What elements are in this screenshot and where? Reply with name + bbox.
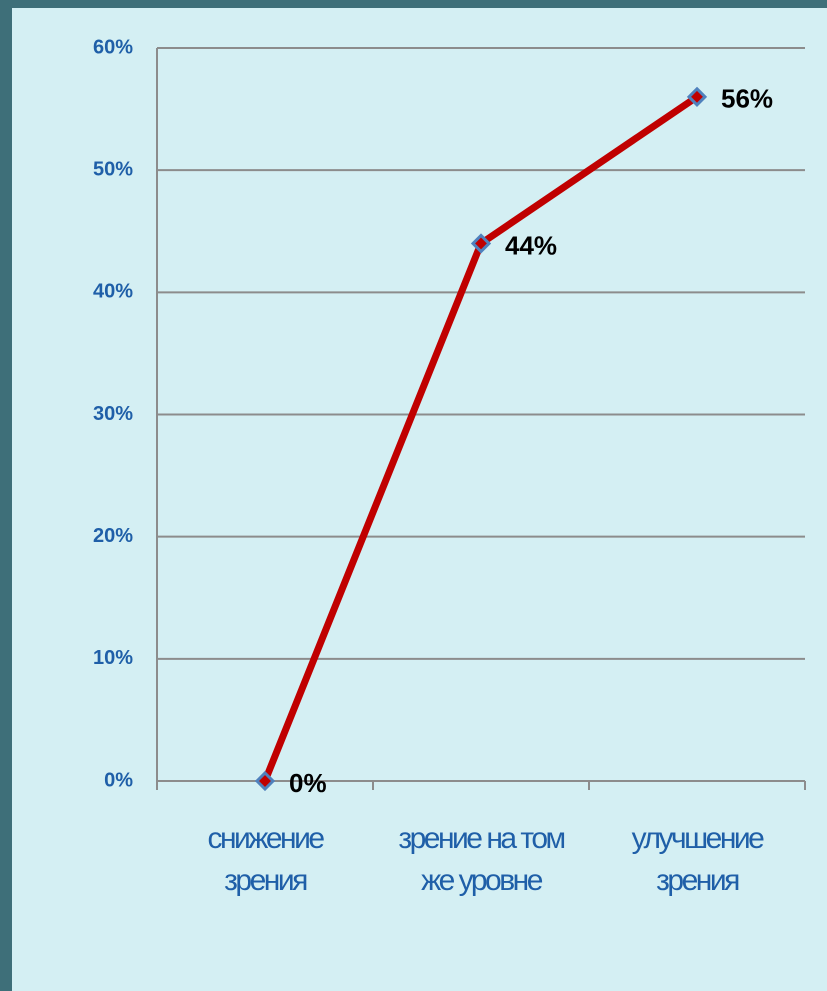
y-tick-label: 40% <box>93 281 133 303</box>
marker <box>686 86 708 107</box>
marker <box>470 233 492 254</box>
marker <box>254 770 276 792</box>
x-tick-label: зрение на том же уровне <box>398 822 566 897</box>
x-tick-label: улучшение зрения <box>631 822 765 897</box>
data-label: 44% <box>505 230 557 260</box>
x-tick-label: снижение зрения <box>207 822 325 897</box>
data-label: 56% <box>721 84 773 114</box>
line <box>261 93 699 783</box>
y-tick-label: 10% <box>93 647 133 669</box>
y-tick-label: 0% <box>104 769 133 791</box>
y-tick-label: 50% <box>93 158 133 180</box>
chart-panel <box>12 8 827 991</box>
y-tick-label: 60% <box>93 36 133 58</box>
data-label: 0% <box>289 768 327 798</box>
y-tick-label: 30% <box>93 403 133 425</box>
y-tick-label: 20% <box>93 525 133 547</box>
